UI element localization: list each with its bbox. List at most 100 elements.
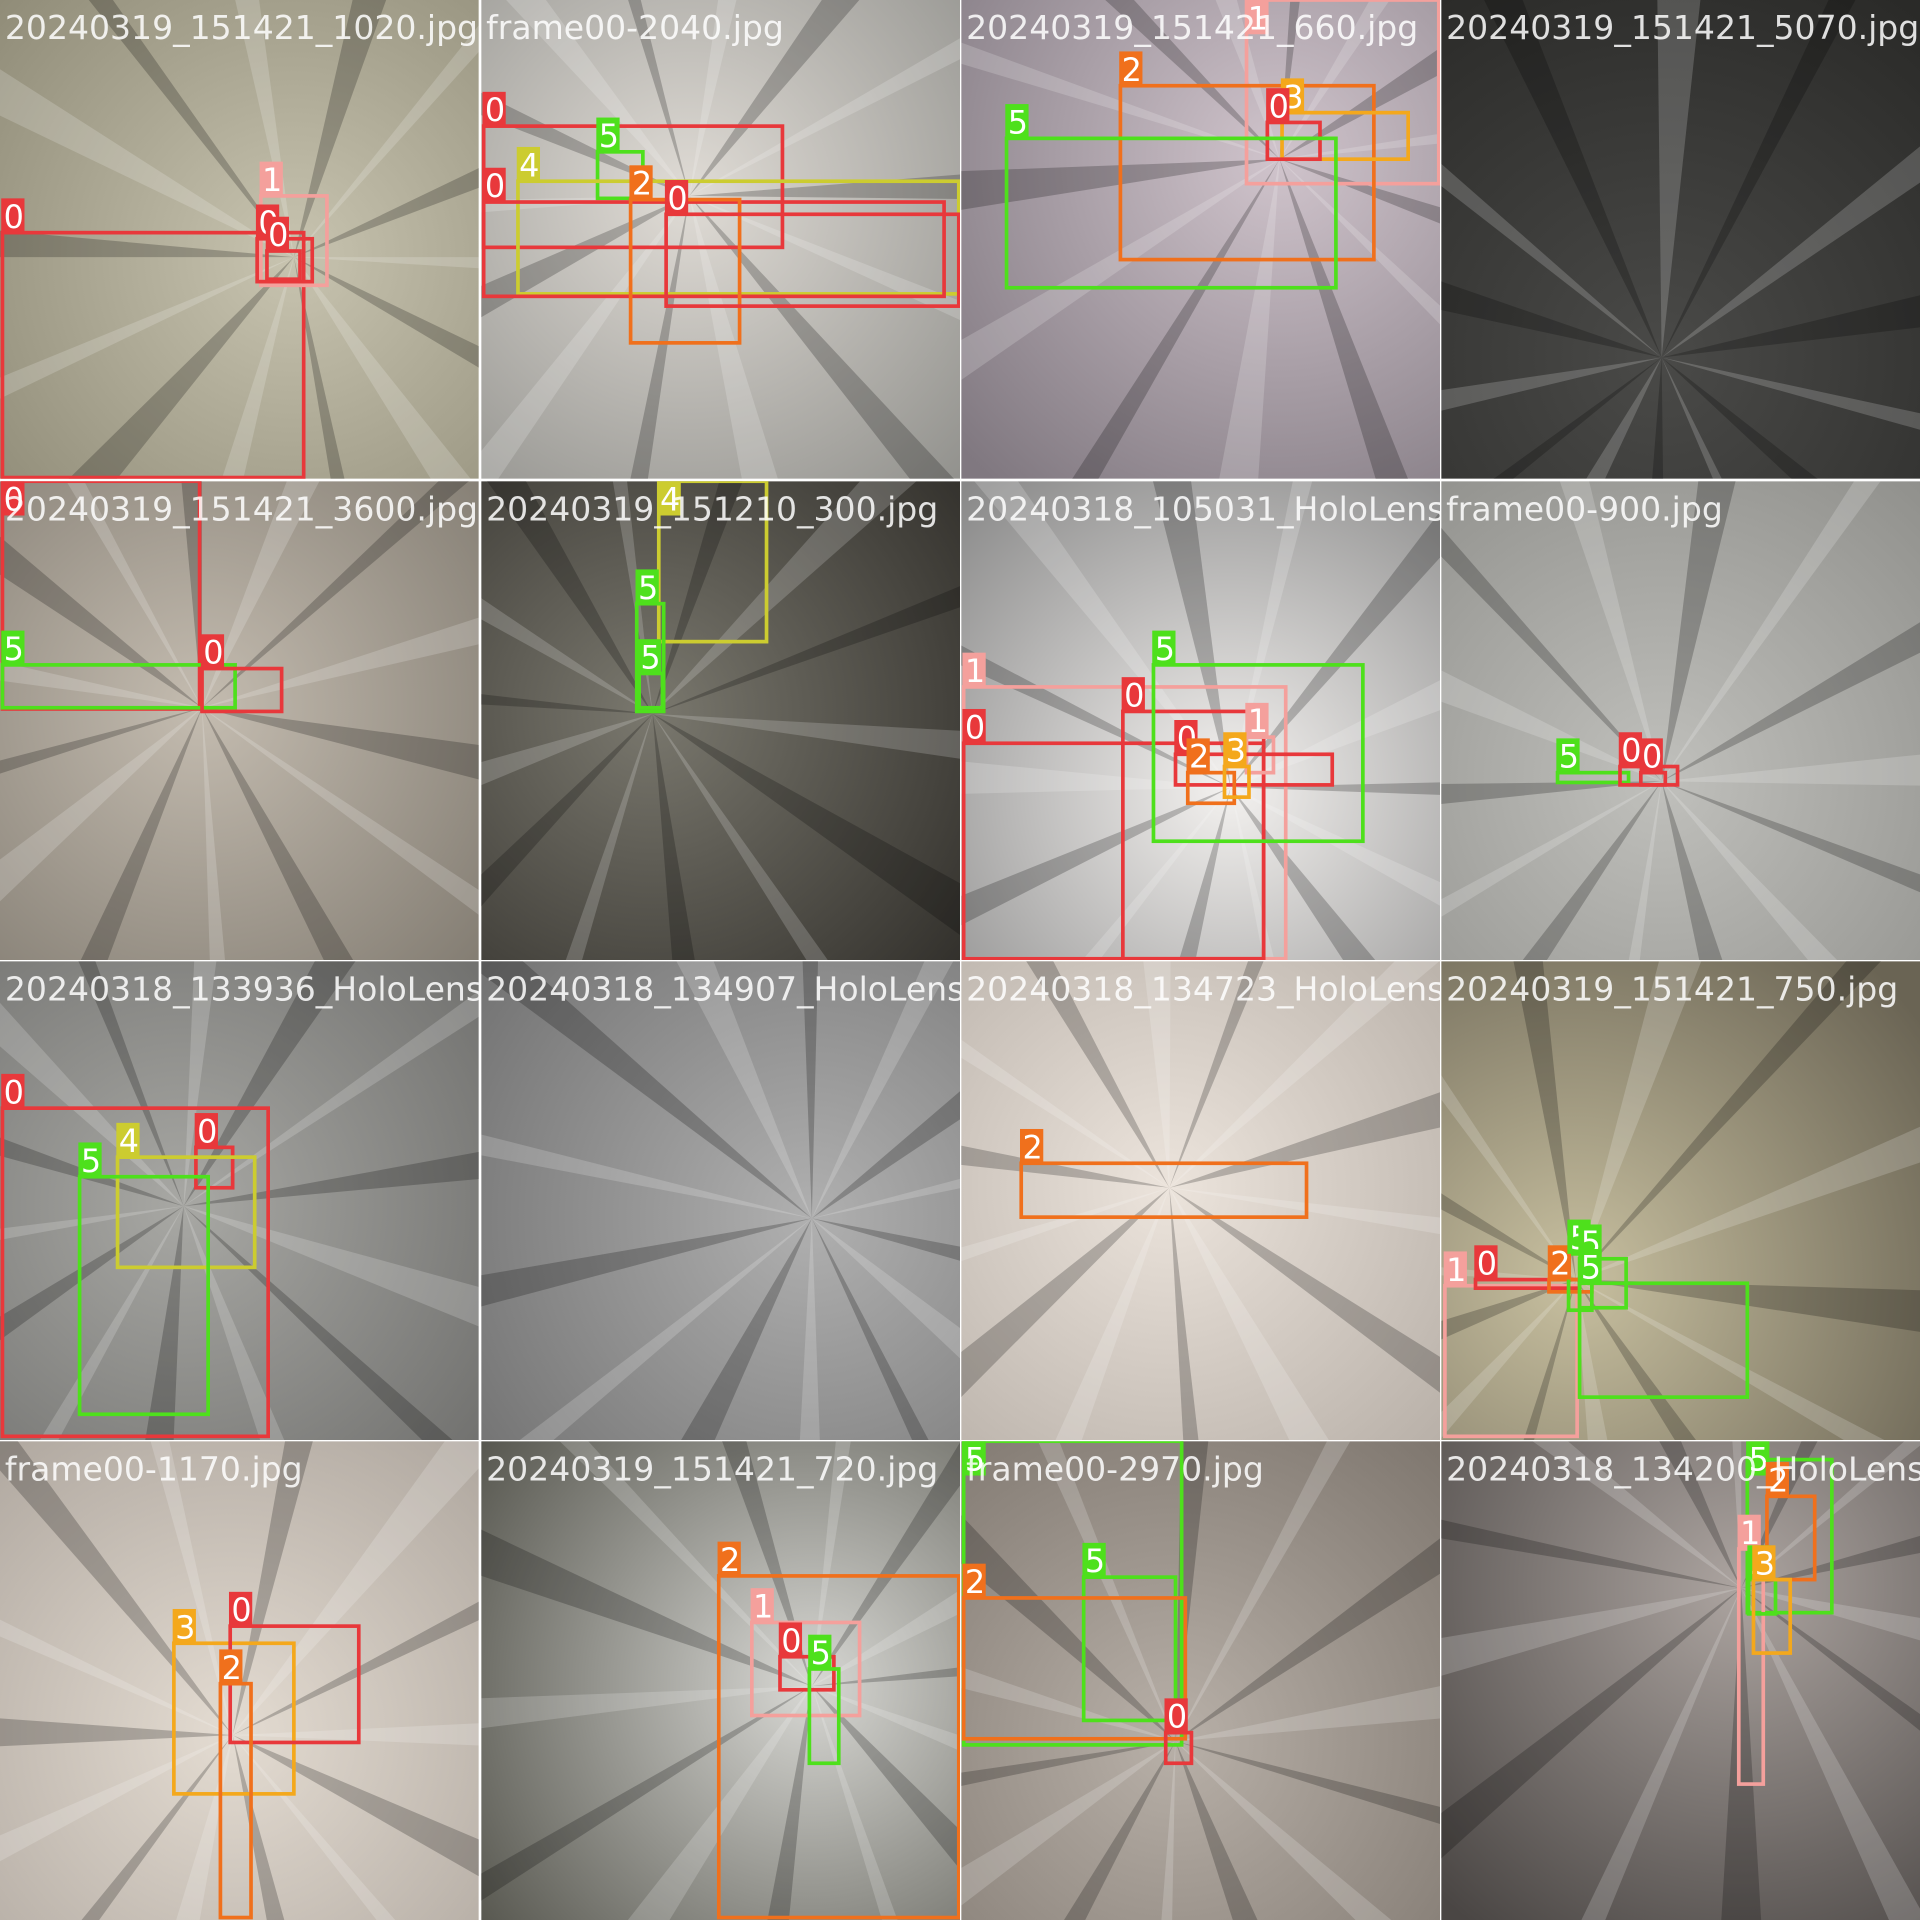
- bounding-box: [0, 230, 306, 479]
- streak: [150, 1441, 233, 1736]
- streak: [202, 707, 479, 780]
- filename: 20240318_134723_HoloLens.jpg: [966, 969, 1506, 1008]
- streak: [1105, 0, 1280, 160]
- bounding-box: [0, 663, 237, 710]
- box-label: 0: [268, 216, 288, 254]
- streak: [202, 481, 320, 708]
- label-bg: [1556, 738, 1580, 773]
- label-bg: [1746, 1441, 1770, 1476]
- label-bg: [750, 1588, 774, 1623]
- streak: [1652, 357, 1664, 479]
- streak: [481, 961, 812, 1219]
- box-label: 2: [1768, 1461, 1788, 1499]
- filename: frame00-900.jpg: [1446, 489, 1723, 528]
- label-bg: [1245, 0, 1269, 35]
- box-label: 5: [599, 117, 619, 155]
- label-bg: [1005, 104, 1029, 139]
- box-label: 0: [197, 1112, 217, 1150]
- streak: [1441, 1193, 1576, 1280]
- streak: [1161, 1741, 1176, 1920]
- bounding-box: [1280, 110, 1411, 162]
- bounding-box: [961, 1596, 1188, 1741]
- bounding-box: [1577, 1281, 1750, 1399]
- bounding-box: [172, 1641, 296, 1796]
- streak: [183, 1206, 453, 1440]
- label-bg: [664, 180, 689, 215]
- bounding-box: [0, 1106, 270, 1439]
- streak: [68, 257, 294, 479]
- tile-image: [1441, 0, 1920, 479]
- box-label: 5: [1008, 103, 1028, 141]
- bounding-box: [1118, 83, 1376, 262]
- tile-image: [961, 961, 1440, 1440]
- streak: [81, 1735, 233, 1920]
- bounding-box: [778, 1654, 836, 1692]
- streak: [1741, 1441, 1818, 1589]
- box-label: 3: [1226, 732, 1246, 770]
- label-bg: [778, 1622, 803, 1657]
- box-label: 0: [1167, 1698, 1187, 1736]
- streak: [183, 1151, 479, 1207]
- tile-image: [1441, 481, 1920, 960]
- tile: 2 20240318_134723_HoloLens.jpg: [961, 961, 1506, 1440]
- streak: [1721, 1588, 1762, 1920]
- box-label: 1: [1740, 1514, 1760, 1552]
- label-bg: [194, 1113, 218, 1148]
- tile: 10255520240319_151421_750.jpg: [1441, 961, 1920, 1440]
- streak: [0, 69, 294, 258]
- streak: [183, 961, 356, 1207]
- label-bg: [657, 481, 681, 516]
- label-bg: [1, 481, 25, 516]
- label-bg: [116, 1122, 140, 1158]
- label-bg: [962, 708, 986, 744]
- bounding-box: [1185, 770, 1237, 806]
- box-label: 0: [4, 481, 24, 519]
- label-bg: [1, 1073, 25, 1109]
- streak: [1661, 0, 1856, 358]
- streak: [1055, 1187, 1170, 1440]
- box-label: 5: [1085, 1542, 1105, 1580]
- box-label: 5: [1155, 630, 1175, 668]
- box-label: 0: [485, 91, 505, 129]
- streak: [1230, 511, 1440, 788]
- streak: [1175, 1441, 1351, 1742]
- filename: frame00-2970.jpg: [966, 1449, 1264, 1488]
- tile-image: [961, 481, 1440, 960]
- filename: 20240318_133936_HoloLens.jpg: [5, 969, 545, 1008]
- bounding-box: [481, 200, 946, 299]
- tile: 210 5 20240319_151421_720.jpg: [481, 1441, 960, 1920]
- box-label: 0: [1124, 677, 1144, 715]
- streak: [481, 694, 653, 714]
- box-label: 2: [720, 1541, 740, 1579]
- streak: [183, 1206, 479, 1327]
- label-bg: [637, 639, 662, 674]
- streak: [481, 713, 653, 907]
- box-label: 5: [640, 639, 660, 677]
- streak: [1175, 1741, 1440, 1824]
- streak: [1657, 0, 1701, 358]
- bounding-box: [664, 212, 960, 308]
- box-label: 2: [1122, 51, 1142, 89]
- streak: [689, 195, 960, 321]
- filename: 20240318_134200_HoloLens.jpg: [1446, 1449, 1920, 1488]
- streak: [811, 1441, 851, 1687]
- streak: [0, 661, 203, 708]
- box-label: 2: [632, 165, 652, 203]
- box-label: 5: [1581, 1248, 1601, 1286]
- tile-image: [1441, 961, 1920, 1440]
- box-label: 0: [667, 179, 687, 217]
- streak: [1493, 357, 1662, 479]
- bounding-box: [1265, 120, 1322, 162]
- streak: [1441, 163, 1662, 358]
- streak: [1175, 1538, 1440, 1742]
- streak: [481, 713, 653, 786]
- streak: [811, 1091, 960, 1219]
- tile: 20240318_134907_HoloLens.jpg: [481, 961, 960, 1440]
- tile-image: [961, 1441, 1440, 1920]
- streak: [961, 1187, 1170, 1262]
- label-bg: [1765, 1462, 1789, 1497]
- bounding-box: [1081, 1575, 1178, 1723]
